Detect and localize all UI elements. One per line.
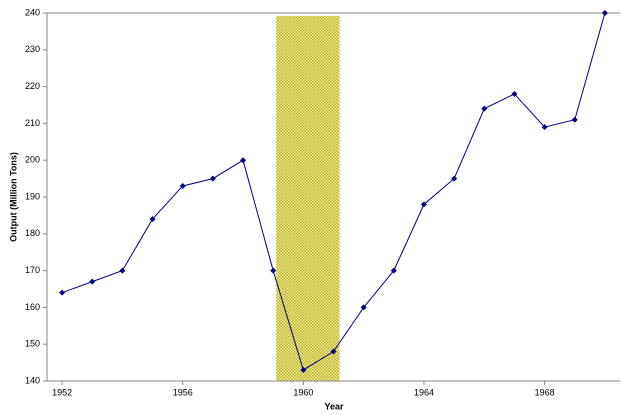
marker xyxy=(601,10,608,16)
x-tick-label: 1964 xyxy=(414,387,434,397)
marker xyxy=(89,278,96,285)
y-tick-label: 180 xyxy=(25,228,40,238)
marker xyxy=(179,182,186,189)
marker xyxy=(240,157,247,164)
marker xyxy=(330,348,337,355)
marker xyxy=(451,175,458,182)
x-axis-title: Year xyxy=(324,401,344,411)
y-tick-label: 160 xyxy=(25,302,40,312)
marker xyxy=(420,201,427,208)
marker xyxy=(571,116,578,123)
marker xyxy=(481,105,488,112)
x-tick-label: 1960 xyxy=(293,387,313,397)
y-tick-label: 210 xyxy=(25,118,40,128)
y-axis-title: Output (Million Tons) xyxy=(8,152,18,242)
marker xyxy=(119,267,126,274)
marker xyxy=(360,304,367,311)
marker xyxy=(511,90,518,97)
x-tick-label: 1968 xyxy=(535,387,555,397)
marker xyxy=(300,366,307,373)
y-tick-label: 190 xyxy=(25,191,40,201)
shaded-region xyxy=(276,16,340,381)
marker xyxy=(390,267,397,274)
marker xyxy=(149,216,156,223)
y-tick-label: 220 xyxy=(25,81,40,91)
marker xyxy=(209,175,216,182)
y-tick-label: 150 xyxy=(25,339,40,349)
marker xyxy=(541,124,548,131)
y-tick-label: 200 xyxy=(25,155,40,165)
y-tick-label: 170 xyxy=(25,265,40,275)
x-tick-label: 1956 xyxy=(173,387,193,397)
marker xyxy=(59,289,66,296)
marker xyxy=(270,267,277,274)
y-tick-label: 140 xyxy=(25,375,40,385)
y-tick-label: 240 xyxy=(25,7,40,17)
x-tick-label: 1952 xyxy=(52,387,72,397)
y-tick-label: 230 xyxy=(25,44,40,54)
